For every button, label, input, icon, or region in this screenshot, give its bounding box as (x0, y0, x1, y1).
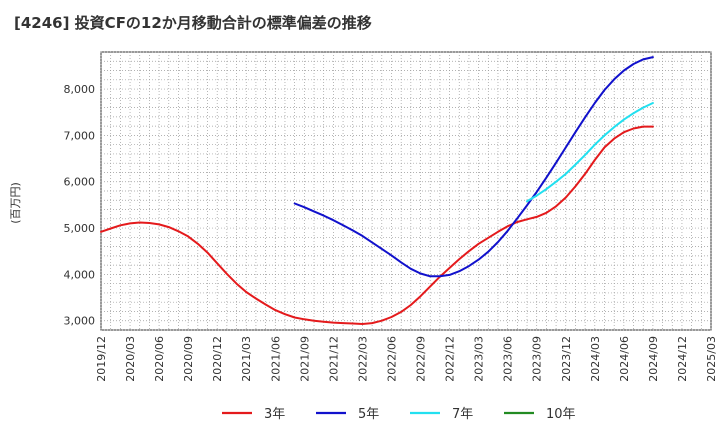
legend-label: 5年 (358, 407, 379, 422)
legend-label: 10年 (546, 407, 576, 422)
y-axis-ticks: 3,000 4,000 5,000 6,000 7,000 8,000 (64, 83, 96, 328)
x-tick-label: 2023/12 (560, 336, 573, 382)
y-tick-label: 8,000 (64, 83, 96, 96)
x-tick-label: 2024/12 (676, 336, 689, 382)
x-tick-label: 2022/03 (356, 336, 369, 382)
x-tick-label: 2020/12 (211, 336, 224, 382)
series-line-3年 (100, 125, 654, 325)
y-axis-label: (百万円) (9, 182, 22, 224)
y-tick-label: 5,000 (64, 222, 96, 235)
x-tick-label: 2023/09 (531, 336, 544, 382)
y-tick-label: 6,000 (64, 176, 96, 189)
legend: 3年 5年 7年 10年 (222, 407, 576, 422)
x-tick-label: 2021/03 (240, 336, 253, 382)
legend-label: 7年 (452, 407, 473, 422)
plot-area (100, 51, 712, 331)
x-tick-label: 2022/06 (385, 336, 398, 382)
series-line-7年 (526, 102, 654, 203)
x-tick-label: 2024/03 (589, 336, 602, 382)
x-tick-label: 2022/12 (444, 336, 457, 382)
series-lines (100, 56, 654, 325)
chart-title: [4246] 投資CFの12か月移動合計の標準偏差の推移 (14, 14, 372, 32)
x-tick-label: 2022/09 (415, 336, 428, 382)
x-tick-label: 2024/06 (618, 336, 631, 382)
x-tick-label: 2020/03 (124, 336, 137, 382)
x-tick-label: 2021/09 (298, 336, 311, 382)
series-line-5年 (293, 56, 654, 278)
x-tick-label: 2024/09 (647, 336, 660, 382)
x-tick-label: 2020/06 (153, 336, 166, 382)
x-axis-ticks: 2019/12 2020/03 2020/06 2020/09 2020/12 2021/… (95, 336, 718, 382)
y-tick-label: 4,000 (64, 268, 96, 281)
x-tick-label: 2021/06 (269, 336, 282, 382)
x-tick-label: 2025/03 (705, 336, 718, 382)
x-tick-label: 2021/12 (327, 336, 340, 382)
grid-lines (100, 51, 712, 331)
y-tick-label: 3,000 (64, 315, 96, 328)
x-tick-label: 2019/12 (95, 336, 108, 382)
x-tick-label: 2023/03 (473, 336, 486, 382)
x-tick-label: 2023/06 (502, 336, 515, 382)
legend-label: 3年 (264, 407, 285, 422)
y-tick-label: 7,000 (64, 129, 96, 142)
x-tick-label: 2020/09 (182, 336, 195, 382)
